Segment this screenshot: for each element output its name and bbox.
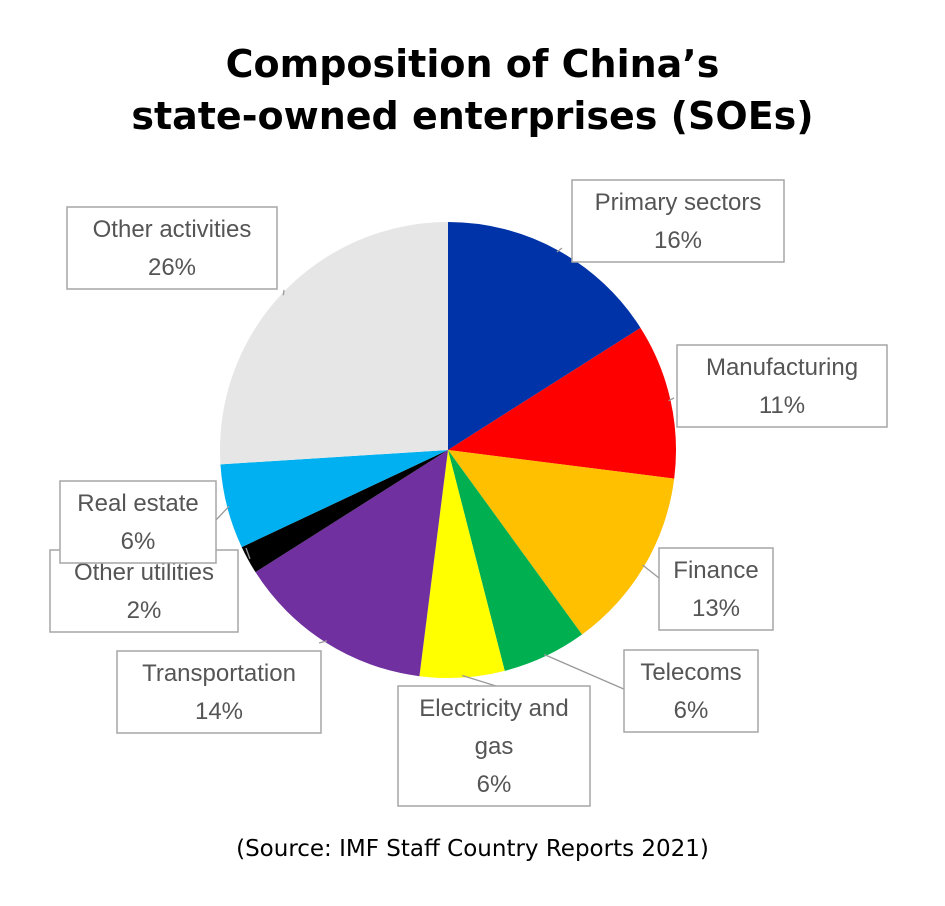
leader-line [543,653,627,691]
pie-slice-finance [448,450,675,635]
data-label-value: 6% [477,771,512,798]
data-label-value: 6% [674,697,709,724]
data-label-text: Manufacturing [706,354,858,381]
data-label-box [59,480,217,564]
data-label-telecoms: Telecoms 6% [623,649,759,733]
chart-title-line-1: Composition of China’s [225,42,720,86]
data-label-box [571,179,785,263]
leader-line [215,505,230,521]
data-label-text: Other activities [93,216,252,243]
data-label-value: 26% [148,254,196,281]
chart-title: Composition of China’s state-owned enter… [0,38,945,142]
data-label-text: Real estate [77,490,198,517]
pie-slice-primary-sectors [448,222,641,450]
data-label-value: 2% [127,597,162,624]
leader-line [642,564,660,579]
data-label-value: 14% [195,698,243,725]
data-label-text: Telecoms [640,659,741,686]
leader-line [245,547,251,560]
data-label-text: Transportation [142,660,296,687]
leader-line [556,247,563,253]
leader-line [318,640,328,644]
data-label-electricity-and-gas: Electricity and gas 6% [397,685,591,807]
data-label-text: Electricity and [419,695,568,722]
data-label-box [66,206,278,290]
data-label-box [397,685,591,807]
pie-slice-transportation [255,450,448,677]
data-label-text: gas [475,733,514,760]
data-label-transportation: Transportation 14% [116,650,322,734]
pie-slice-other-activities [220,222,448,465]
pie-slice-electricity-and-gas [419,450,505,678]
data-label-value: 11% [759,392,805,419]
data-label-primary-sectors: Primary sectors 16% [571,179,785,263]
pie-slice-real-estate [220,450,448,548]
leader-line [461,674,497,687]
leader-line [668,397,675,402]
pie-labels: Primary sectors 16% Manufacturing 11% Financ… [49,179,888,807]
data-label-value: 6% [121,528,156,555]
data-label-box [623,649,759,733]
chart-title-line-2: state-owned enterprises (SOEs) [131,94,814,138]
data-label-value: 13% [692,595,740,622]
data-label-text: Primary sectors [595,189,762,216]
source-note: (Source: IMF Staff Country Reports 2021) [236,836,709,862]
pie-slice-telecoms [448,450,583,671]
pie-slice-other-utilities [241,450,448,573]
data-label-finance: Finance 13% [658,547,774,631]
data-label-other-activities: Other activities 26% [66,206,278,290]
data-label-box [116,650,322,734]
data-label-text: Finance [673,557,758,584]
data-label-box [658,547,774,631]
pie-slice-manufacturing [448,327,676,479]
data-label-manufacturing: Manufacturing 11% [676,344,888,428]
data-label-value: 16% [654,227,702,254]
data-label-real-estate: Real estate 6% [59,480,217,564]
pie-slices [220,222,676,678]
leader-line [282,289,285,296]
data-label-box [676,344,888,428]
